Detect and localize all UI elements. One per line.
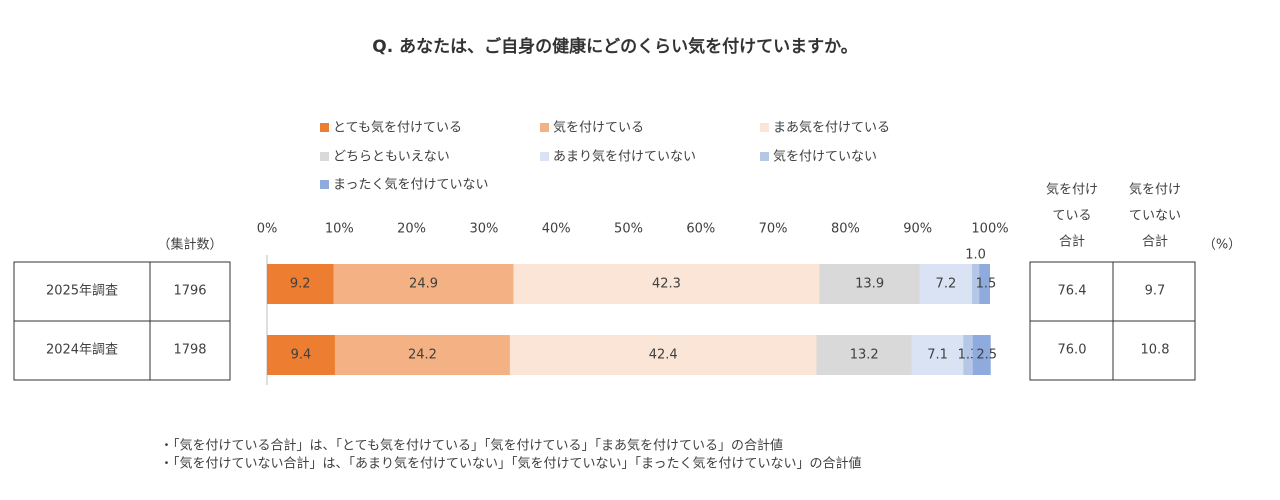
bar-segment <box>333 264 514 304</box>
table-cell: 76.0 <box>1058 343 1087 358</box>
legend-label: まったく気を付けていない <box>333 177 488 193</box>
table-cell: 10.8 <box>1141 343 1170 358</box>
bar-segment <box>267 264 334 304</box>
x-tick-label: 70% <box>759 222 788 237</box>
bar-segment <box>334 335 510 375</box>
data-label: 42.4 <box>649 348 678 363</box>
x-tick-label: 40% <box>542 222 571 237</box>
x-tick-label: 60% <box>686 222 715 237</box>
table-header: 合計 <box>1059 234 1085 250</box>
table-header: （集計数） <box>157 237 222 253</box>
table-header: ている <box>1052 209 1091 224</box>
table-header: 気を付け <box>1046 182 1098 198</box>
data-label: 7.1 <box>927 348 948 363</box>
row-label: 2025年調査 <box>46 284 118 299</box>
data-label: 9.2 <box>290 277 311 292</box>
table-header: ていない <box>1129 209 1181 224</box>
data-label: 13.9 <box>855 277 884 292</box>
chart-title: Q. あなたは、ご自身の健康にどのくらい気を付けていますか。 <box>372 36 858 57</box>
legend-swatch <box>540 123 549 132</box>
table-header: 合計 <box>1142 234 1168 250</box>
bar-segment <box>819 264 920 304</box>
legend-label: あまり気を付けていない <box>553 149 696 165</box>
bar-segment <box>919 264 972 304</box>
legend-label: 気を付けていない <box>773 149 877 165</box>
table-cell: 1796 <box>173 284 206 299</box>
legend-label: とても気を付けている <box>333 120 462 136</box>
x-tick-label: 80% <box>831 222 860 237</box>
row-label: 2024年調査 <box>46 343 118 358</box>
legend-swatch <box>320 180 329 189</box>
x-tick-label: 50% <box>614 222 643 237</box>
legend-label: 気を付けている <box>553 120 644 136</box>
table-unit: （%） <box>1203 238 1241 253</box>
bar-segment <box>972 335 991 375</box>
legend-label: どちらともいえない <box>333 150 450 165</box>
x-tick-label: 20% <box>397 222 426 237</box>
x-tick-label: 90% <box>903 222 932 237</box>
data-label: 2.5 <box>976 348 997 363</box>
bar-segment <box>971 264 980 304</box>
legend-swatch <box>760 123 769 132</box>
bar-segment <box>509 335 817 375</box>
x-tick-label: 0% <box>257 222 278 237</box>
table-header: 気を付け <box>1129 182 1181 198</box>
data-label: 42.3 <box>652 277 681 292</box>
table-cell: 1798 <box>173 343 206 358</box>
note: ・「気を付けていない合計」は、「あまり気を付けていない」「気を付けていない」「ま… <box>160 456 861 472</box>
x-tick-label: 10% <box>325 222 354 237</box>
bar-segment <box>816 335 912 375</box>
data-label: 13.2 <box>850 348 879 363</box>
table-cell: 9.7 <box>1145 284 1166 299</box>
note: ・「気を付けている合計」は、「とても気を付けている」「気を付けている」「まあ気を… <box>160 438 783 454</box>
data-label: 7.2 <box>936 277 957 292</box>
legend-swatch <box>540 152 549 161</box>
data-label: 24.2 <box>408 348 437 363</box>
data-label: 1.0 <box>965 248 986 263</box>
bar-segment <box>963 335 973 375</box>
legend-swatch <box>320 152 329 161</box>
bar-segment <box>267 335 335 375</box>
table-cell: 76.4 <box>1058 284 1087 299</box>
bar-segment <box>979 264 990 304</box>
bar-segment <box>513 264 820 304</box>
data-label: 24.9 <box>409 277 438 292</box>
x-tick-label: 30% <box>469 222 498 237</box>
data-label: 1.5 <box>976 277 997 292</box>
legend-swatch <box>320 123 329 132</box>
legend-swatch <box>760 152 769 161</box>
bar-segment <box>911 335 964 375</box>
data-label: 9.4 <box>291 348 312 363</box>
legend-label: まあ気を付けている <box>773 120 890 136</box>
x-tick-label: 100% <box>971 222 1008 237</box>
